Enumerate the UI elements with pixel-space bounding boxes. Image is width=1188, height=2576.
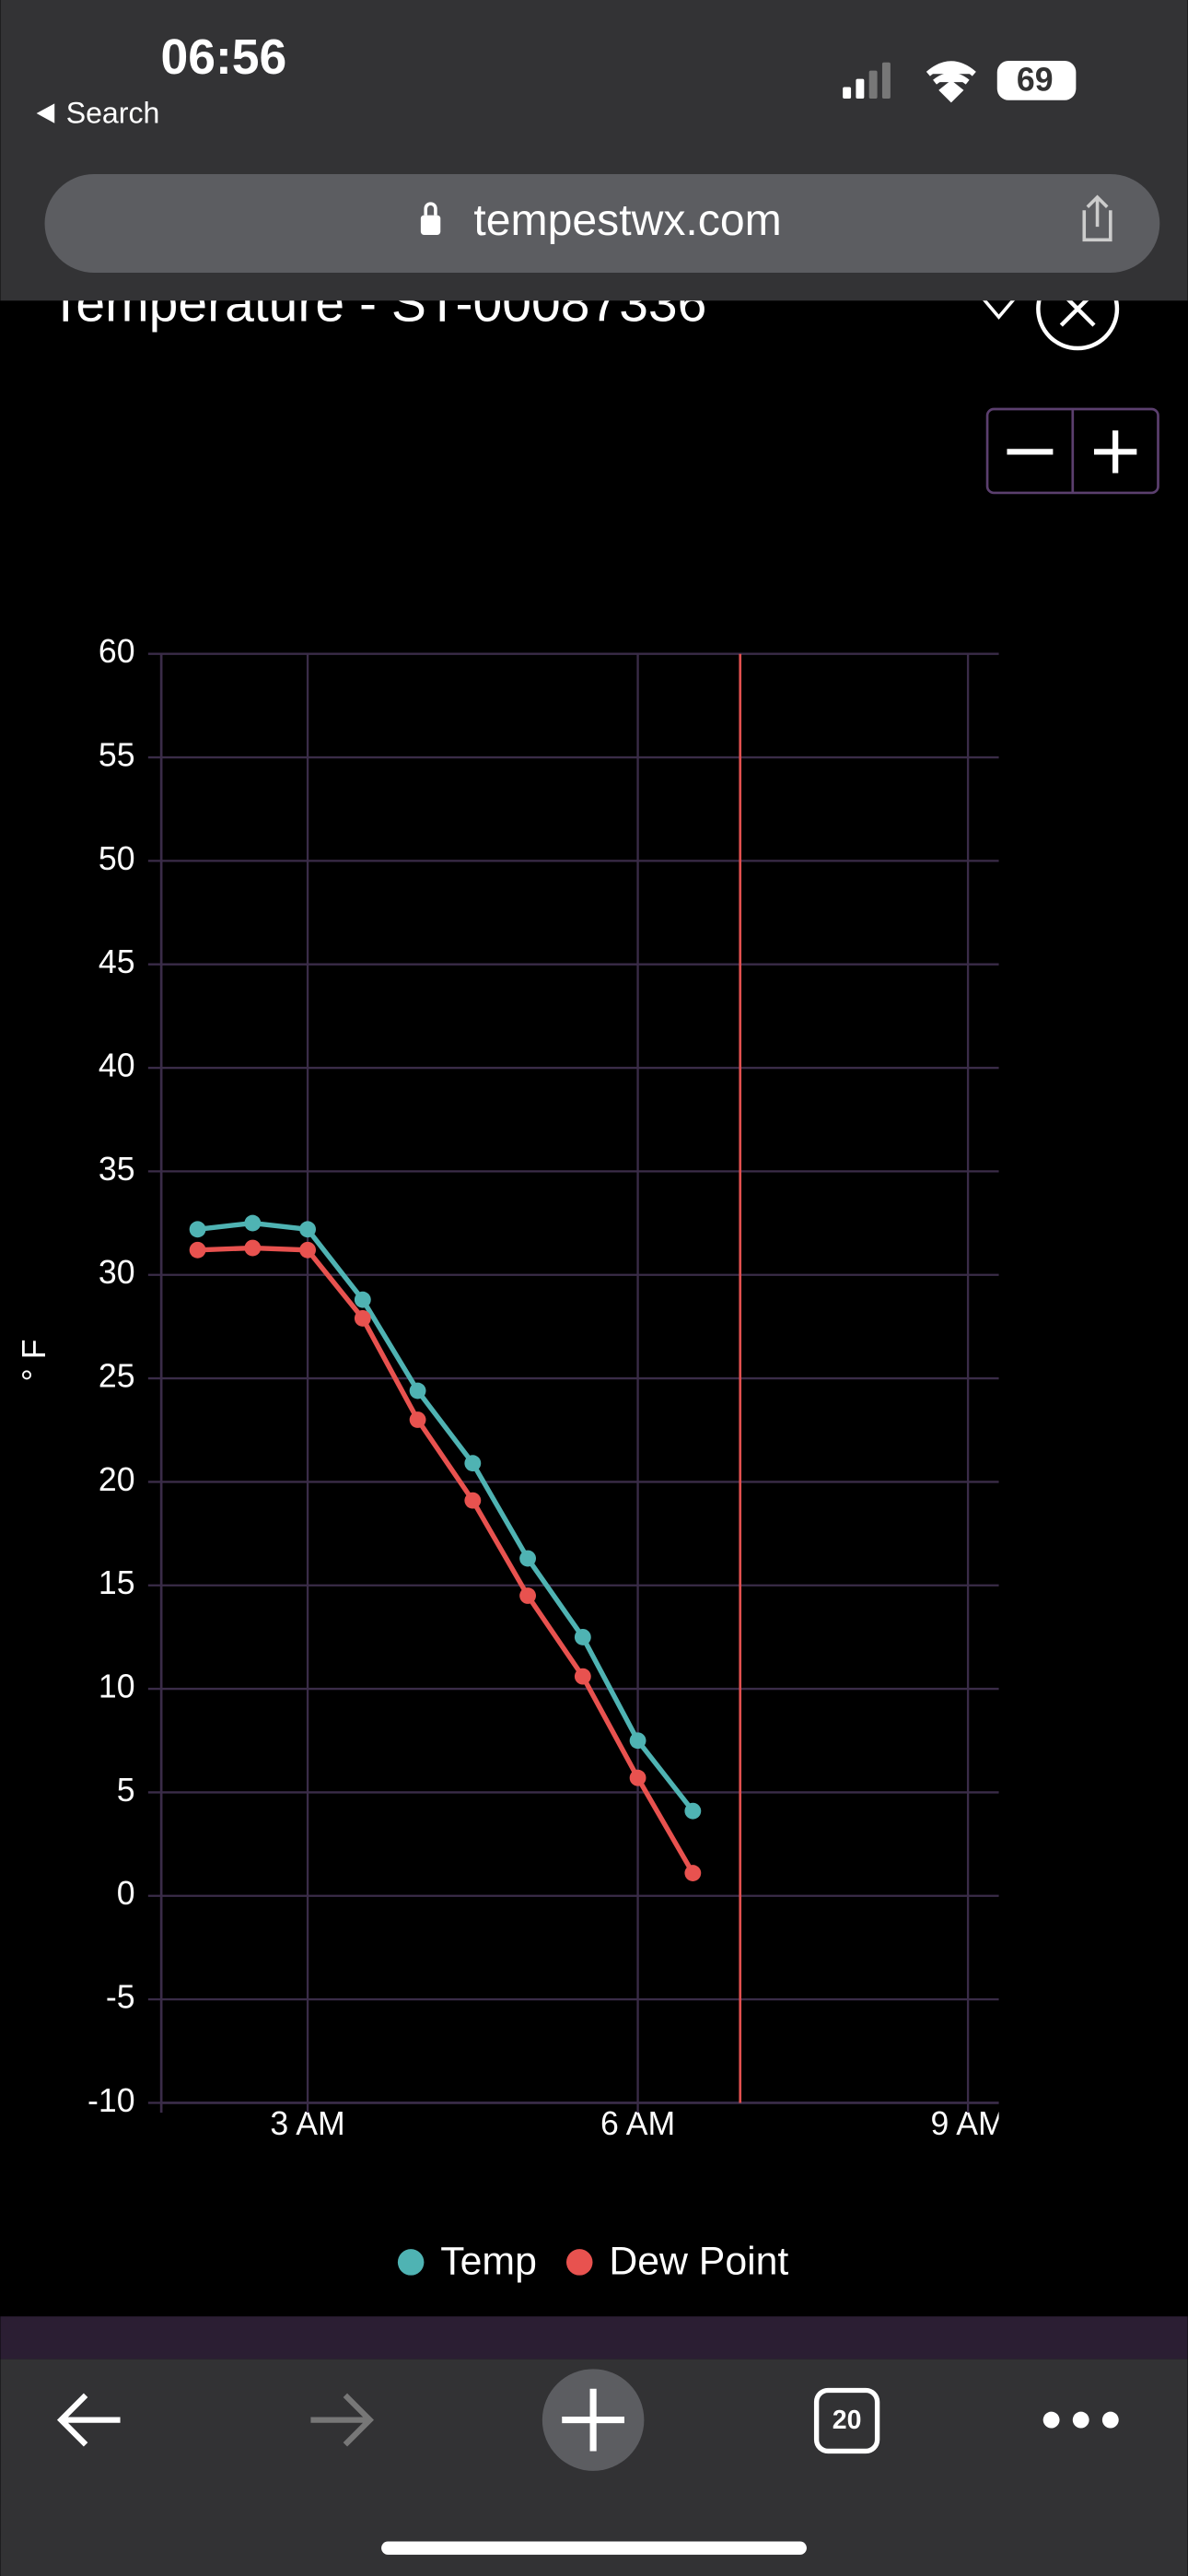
series-line — [197, 1220, 695, 1813]
zoom-in[interactable] — [1093, 430, 1137, 474]
series — [189, 1214, 702, 1820]
data-point — [629, 1732, 646, 1750]
legend: Temp Dew Point — [397, 2239, 788, 2283]
lock-shackle — [424, 202, 437, 216]
signal — [843, 62, 891, 99]
address-bar[interactable] — [44, 174, 1160, 274]
data-point — [409, 1382, 426, 1399]
page-footer — [0, 2316, 1188, 2359]
y-tick-label: 50 — [99, 840, 135, 877]
data-point — [519, 1587, 536, 1604]
clock: 06:56 — [160, 30, 286, 85]
y-tick-label: 40 — [99, 1047, 135, 1083]
tab-count: 20 — [833, 2406, 862, 2435]
data-point — [519, 1550, 536, 1567]
y-tick-label: -5 — [106, 1979, 135, 2016]
legend-label: Temp — [440, 2239, 537, 2283]
y-tick-label: 45 — [99, 943, 135, 980]
data-point — [354, 1291, 371, 1308]
data-point — [189, 1221, 206, 1238]
data-point — [574, 1668, 591, 1685]
url[interactable]: tempestwx.com — [473, 195, 781, 245]
battery — [996, 60, 1077, 100]
legend-marker — [565, 2249, 593, 2276]
lock-icon — [420, 215, 441, 235]
y-tick-label: 5 — [117, 1772, 135, 1809]
data-point — [189, 1241, 206, 1259]
x-tick-label: 9 AM — [930, 2105, 1005, 2142]
data-point — [574, 1629, 591, 1645]
collapse-icon[interactable] — [979, 294, 1019, 320]
data-point — [354, 1310, 371, 1327]
tabs-button[interactable] — [813, 2387, 880, 2454]
back-button[interactable] — [56, 2393, 121, 2447]
data-point — [409, 1411, 426, 1428]
y-tick-label: 15 — [99, 1564, 135, 1601]
home-indicator — [381, 2541, 807, 2555]
data-point — [299, 1241, 316, 1259]
back-app[interactable]: Search — [66, 96, 160, 129]
data-point — [244, 1214, 262, 1232]
wifi — [926, 61, 976, 103]
y-tick-label: 0 — [117, 1875, 135, 1912]
data-point — [684, 1802, 702, 1820]
back-arrow[interactable] — [36, 103, 55, 123]
y-axis-label: ° F — [16, 1339, 52, 1381]
data-point — [464, 1455, 482, 1472]
y-tick-label: 35 — [99, 1151, 135, 1188]
y-tick-label: 10 — [99, 1669, 135, 1705]
series — [189, 1239, 702, 1881]
y-tick-label: 60 — [99, 633, 135, 670]
y-tick-label: 55 — [99, 736, 135, 773]
legend-label: Dew Point — [609, 2239, 788, 2283]
share-button[interactable] — [1082, 194, 1112, 242]
more-button[interactable] — [1042, 2411, 1119, 2429]
data-point — [629, 1769, 646, 1786]
data-point — [244, 1239, 262, 1257]
y-tick-label: 20 — [99, 1461, 135, 1498]
series-line — [197, 1245, 695, 1875]
data-point — [464, 1492, 482, 1509]
new-tab-icon — [562, 2388, 624, 2452]
y-tick-label: 30 — [99, 1254, 135, 1291]
legend-marker — [397, 2249, 425, 2276]
forward-button[interactable] — [310, 2393, 375, 2447]
y-tick-label: -10 — [87, 2082, 135, 2119]
battery-level: 69 — [1017, 62, 1054, 99]
y-tick-label: 25 — [99, 1357, 135, 1394]
data-point — [684, 1865, 702, 1881]
data-point — [299, 1221, 316, 1238]
